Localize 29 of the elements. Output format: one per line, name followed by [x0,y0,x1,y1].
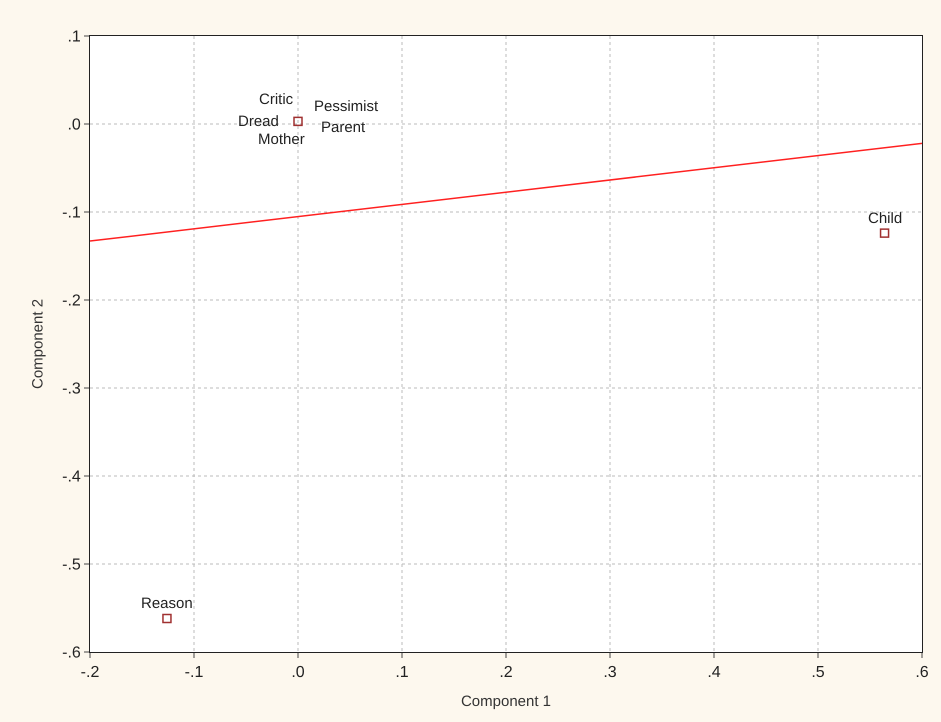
y-tick-label: -.3 [62,380,81,398]
annotation: Pessimist [314,98,380,115]
y-tick-label: .0 [67,116,81,134]
annotation: Critic [259,91,294,108]
point [293,116,303,126]
y-tick-label: -.2 [62,292,81,310]
x-tick-label: .0 [291,664,305,682]
x-tick-label: -.2 [80,664,100,682]
annotation: Parent [321,119,366,136]
point [162,614,172,624]
annotation: Child [868,210,902,227]
y-tick-label: -.4 [62,468,81,486]
annotation: Dread [238,113,279,130]
x-tick-label: .5 [811,664,825,682]
y-tick-label: .1 [67,28,81,46]
x-tick-label: -.1 [184,664,204,682]
x-axis-title: Component 1 [460,693,552,710]
x-tick-label: .3 [603,664,617,682]
x-tick-label: .2 [499,664,513,682]
y-tick-label: -.6 [62,644,81,662]
annotation: Reason [141,595,193,612]
point [880,228,890,238]
x-tick-label: .4 [707,664,721,682]
annotation: Mother [258,131,305,148]
y-tick-label: -.1 [62,204,81,222]
y-axis-title: Component 2 [29,298,46,390]
x-tick-label: .6 [915,664,929,682]
x-tick-label: .1 [395,664,409,682]
y-tick-label: -.5 [62,556,81,574]
